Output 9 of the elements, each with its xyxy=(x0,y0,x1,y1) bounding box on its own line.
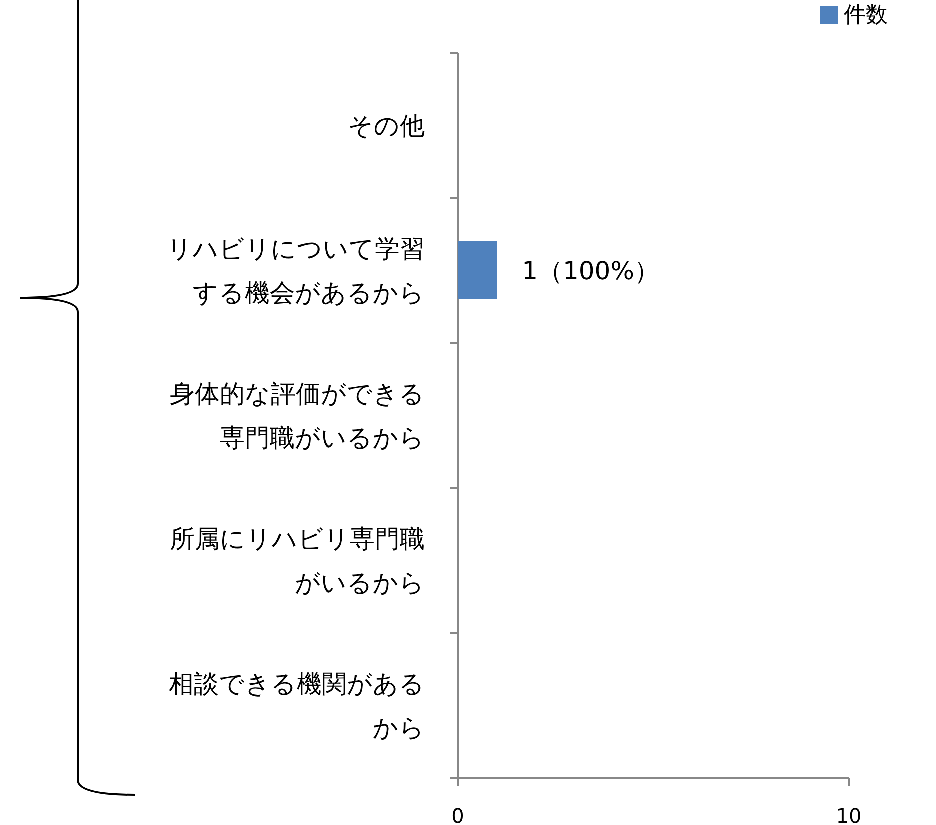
y-tick-label: リハビリについて学習する機会があるから xyxy=(167,234,425,308)
y-tick-label: 身体的な評価ができる専門職がいるから xyxy=(170,380,425,452)
y-tick-label: その他 xyxy=(348,112,425,140)
x-tick-label: 10 xyxy=(836,804,862,825)
data-label: 1（100%） xyxy=(522,256,660,286)
x-tick-label: 0 xyxy=(452,804,464,825)
y-tick-label: 相談できる機関があるから xyxy=(169,670,425,742)
y-tick-label: 所属にリハビリ専門職がいるから xyxy=(170,524,425,598)
legend-label: 件数 xyxy=(844,3,888,28)
